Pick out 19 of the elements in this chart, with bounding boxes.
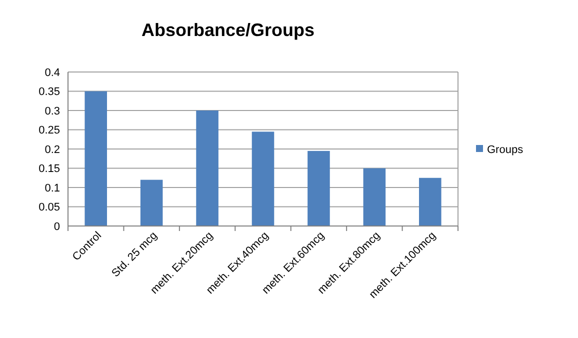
bar	[252, 132, 274, 226]
bar	[308, 150, 330, 226]
y-tick-label: 0.35	[38, 86, 60, 98]
bar	[196, 110, 218, 226]
bar	[419, 178, 442, 226]
y-tick-label: 0.25	[38, 124, 60, 137]
chart-title: Absorbance/Groups	[141, 20, 315, 40]
legend-label: Groups	[487, 144, 524, 156]
x-tick-label: Std. 25 mcg	[110, 230, 160, 280]
y-tick-label: 0.2	[44, 144, 60, 156]
y-tick-label: 0.4	[44, 66, 60, 79]
y-tick-label: 0.3	[44, 105, 60, 118]
y-tick-label: 0.15	[38, 163, 60, 176]
y-tick-label: 0.05	[38, 202, 60, 214]
bar	[140, 180, 163, 226]
bar	[363, 168, 386, 226]
bar	[84, 91, 107, 226]
y-tick-label: 0.1	[44, 182, 60, 194]
y-tick-label: 0	[54, 220, 60, 233]
